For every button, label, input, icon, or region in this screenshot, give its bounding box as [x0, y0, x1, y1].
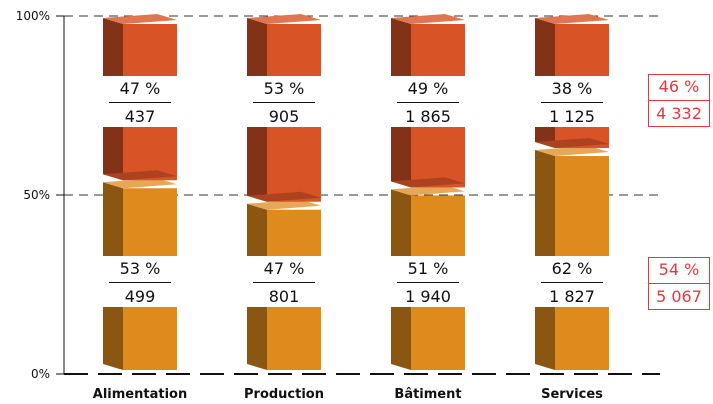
total-rule: [649, 100, 709, 101]
data-label-rule: [253, 282, 315, 283]
category-label: Production: [244, 387, 324, 402]
total-percent: 54 %: [658, 260, 700, 279]
data-label-top-services: 38 % 1 125: [535, 76, 609, 127]
bar-top-services-segment-1: [535, 146, 609, 157]
bar-underside-services: [535, 138, 609, 149]
data-label-percent: 51 %: [407, 259, 449, 278]
data-label-rule: [253, 102, 315, 103]
bar-underside-production: [247, 191, 321, 202]
data-label-bottom-production: 47 % 801: [247, 256, 321, 307]
total-count: 4 332: [656, 104, 702, 123]
data-label-top-bâtiment: 49 % 1 865: [391, 76, 465, 127]
total-top: 46 % 4 332: [648, 74, 710, 127]
category-label: Bâtiment: [394, 387, 461, 402]
total-rule: [649, 283, 709, 284]
total-count: 5 067: [656, 287, 702, 306]
data-label-rule: [397, 282, 459, 283]
data-label-rule: [397, 102, 459, 103]
category-label: Services: [541, 387, 603, 402]
data-label-count: 1 125: [549, 107, 595, 126]
data-label-percent: 38 %: [551, 79, 593, 98]
y-tick-label: 0%: [31, 367, 50, 381]
bar-top-production-segment-2: [247, 14, 321, 24]
data-label-rule: [109, 282, 171, 283]
y-tick-label: 50%: [23, 188, 50, 202]
bar-underside-bâtiment: [391, 177, 465, 188]
data-label-percent: 49 %: [407, 79, 449, 98]
bar-top-bâtiment-segment-1: [391, 185, 465, 196]
bar-underside-alimentation: [103, 170, 177, 181]
bar-top-production-segment-1: [247, 199, 321, 210]
data-label-count: 1 827: [549, 287, 595, 306]
y-tick-label: 100%: [16, 9, 50, 23]
bar-top-alimentation-segment-2: [103, 14, 177, 24]
data-label-count: 1 865: [405, 107, 451, 126]
category-label: Alimentation: [93, 387, 187, 402]
data-label-rule: [109, 102, 171, 103]
total-bottom: 54 % 5 067: [648, 257, 710, 310]
data-label-percent: 47 %: [263, 259, 305, 278]
bar-top-bâtiment-segment-2: [391, 14, 465, 24]
data-label-count: 437: [124, 107, 156, 126]
data-label-count: 801: [268, 287, 300, 306]
data-label-percent: 62 %: [551, 259, 593, 278]
data-label-top-alimentation: 47 % 437: [103, 76, 177, 127]
data-label-rule: [541, 102, 603, 103]
bar-top-services-segment-2: [535, 14, 609, 24]
data-label-top-production: 53 % 905: [247, 76, 321, 127]
data-label-percent: 53 %: [119, 259, 161, 278]
data-label-percent: 53 %: [263, 79, 305, 98]
data-label-bottom-alimentation: 53 % 499: [103, 256, 177, 307]
data-label-bottom-services: 62 % 1 827: [535, 256, 609, 307]
data-label-rule: [541, 282, 603, 283]
bar-top-alimentation-segment-1: [103, 178, 177, 189]
data-label-count: 905: [268, 107, 300, 126]
total-percent: 46 %: [658, 77, 700, 96]
data-label-count: 499: [124, 287, 156, 306]
data-label-percent: 47 %: [119, 79, 161, 98]
data-label-count: 1 940: [405, 287, 451, 306]
data-label-bottom-bâtiment: 51 % 1 940: [391, 256, 465, 307]
